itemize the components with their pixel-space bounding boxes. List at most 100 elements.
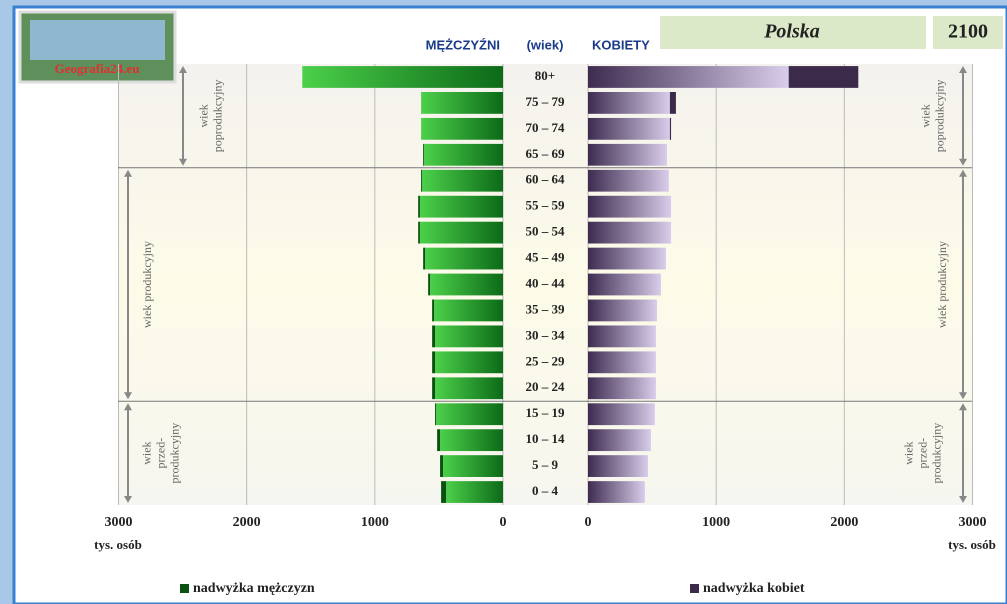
unit-label: tys. osób <box>948 537 996 552</box>
age-label: 65 – 69 <box>526 146 566 161</box>
women-bar <box>588 351 656 373</box>
women-bar <box>588 144 667 166</box>
women-bar <box>588 66 789 88</box>
women-bar <box>588 170 669 192</box>
chart: Geografia24.eu Polska 2100 MĘŻCZYŹNI (wi… <box>0 0 1007 604</box>
men-bar <box>421 118 503 140</box>
age-label: 0 – 4 <box>532 483 559 498</box>
men-bar <box>436 403 503 425</box>
age-label: 10 – 14 <box>526 431 566 446</box>
age-group-label: przed- <box>916 438 930 469</box>
age-group-label: przed- <box>154 438 168 469</box>
age-label: 40 – 44 <box>526 275 566 290</box>
age-group-label: poprodukcyjny <box>933 80 947 153</box>
age-label: 50 – 54 <box>526 224 566 239</box>
age-group-label: produkcyjny <box>930 423 944 484</box>
legend-label: nadwyżka kobiet <box>703 581 805 596</box>
women-bar <box>588 274 661 296</box>
men-excess <box>418 222 420 244</box>
legend-label: nadwyżka mężczyzn <box>193 581 315 596</box>
women-bar <box>588 248 666 270</box>
age-label: 80+ <box>535 68 555 83</box>
women-bar <box>588 325 656 347</box>
men-bar <box>435 325 503 347</box>
women-excess <box>670 118 671 140</box>
men-excess <box>432 300 434 322</box>
men-bar <box>421 92 503 114</box>
men-excess <box>418 196 420 218</box>
men-excess <box>432 351 435 373</box>
age-group-label: wiek <box>197 104 211 127</box>
women-bar <box>588 196 671 218</box>
women-excess <box>670 92 676 114</box>
age-group-label: poprodukcyjny <box>211 80 225 153</box>
age-group-label: wiek <box>919 104 933 127</box>
women-bar <box>588 92 670 114</box>
legend-swatch <box>180 584 189 593</box>
men-bar <box>446 481 503 503</box>
age-label: 60 – 64 <box>526 172 566 187</box>
age-label: 35 – 39 <box>526 301 566 316</box>
age-label: 55 – 59 <box>526 198 566 213</box>
men-bar <box>435 377 503 399</box>
logo-photo <box>30 20 165 60</box>
chart-title: Polska <box>763 21 820 43</box>
men-bar <box>420 222 503 244</box>
year: 2100 <box>948 21 988 43</box>
men-bar <box>443 455 503 477</box>
x-tick-label: 0 <box>585 515 592 530</box>
age-group-label: produkcyjny <box>168 423 182 484</box>
page: Geografia24.eu Polska 2100 MĘŻCZYŹNI (wi… <box>0 0 1007 604</box>
men-bar <box>430 274 503 296</box>
women-bar <box>588 455 648 477</box>
age-label: 45 – 49 <box>526 250 566 265</box>
age-group-label: wiek produkcyjny <box>140 241 154 328</box>
age-label: 30 – 34 <box>526 327 566 342</box>
women-excess <box>789 66 859 88</box>
age-label: 75 – 79 <box>526 94 566 109</box>
men-excess <box>423 144 424 166</box>
men-excess <box>435 403 436 425</box>
men-excess <box>432 377 435 399</box>
women-bar <box>588 222 671 244</box>
men-bar <box>425 248 503 270</box>
men-bar <box>420 196 503 218</box>
x-tick-label: 3000 <box>105 515 133 530</box>
women-bar <box>588 300 657 322</box>
men-bar <box>435 351 503 373</box>
x-tick-label: 3000 <box>959 515 987 530</box>
women-bar <box>588 481 645 503</box>
age-group-label: wiek <box>140 441 154 464</box>
women-bar <box>588 403 655 425</box>
men-excess <box>428 274 430 296</box>
men-bar <box>424 144 503 166</box>
men-bar <box>434 300 503 322</box>
age-label: 5 – 9 <box>532 457 559 472</box>
men-bar <box>440 429 503 451</box>
men-excess <box>421 170 422 192</box>
age-label: 15 – 19 <box>526 405 566 420</box>
women-bar <box>588 429 651 451</box>
x-tick-label: 2000 <box>830 515 858 530</box>
x-tick-label: 2000 <box>233 515 261 530</box>
center-label: (wiek) <box>527 37 564 52</box>
men-excess <box>423 248 425 270</box>
age-group-label: wiek produkcyjny <box>935 241 949 328</box>
men-excess <box>437 429 440 451</box>
unit-label: tys. osób <box>94 537 142 552</box>
women-bar <box>588 377 656 399</box>
age-label: 70 – 74 <box>526 120 566 135</box>
men-bar <box>422 170 503 192</box>
women-bar <box>588 118 670 140</box>
x-tick-label: 1000 <box>361 515 389 530</box>
age-label: 25 – 29 <box>526 353 566 368</box>
age-group-label: wiek <box>902 441 916 464</box>
men-bar <box>302 66 503 88</box>
left-label: MĘŻCZYŹNI <box>426 37 500 52</box>
age-label: 20 – 24 <box>526 379 566 394</box>
x-tick-label: 1000 <box>702 515 730 530</box>
men-excess <box>440 455 443 477</box>
men-excess <box>432 325 435 347</box>
legend-swatch <box>690 584 699 593</box>
men-excess <box>441 481 446 503</box>
